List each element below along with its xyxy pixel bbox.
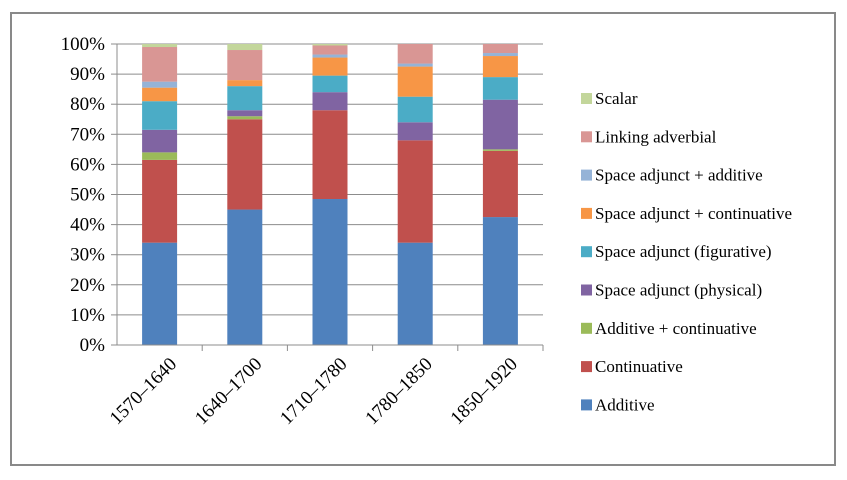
- x-tick-label: 1640–1700: [191, 354, 266, 429]
- bar-segment: [227, 50, 263, 81]
- bar-segment: [397, 66, 433, 97]
- bar-segment: [397, 63, 433, 67]
- bar-segment: [227, 110, 263, 117]
- legend-swatch: [581, 322, 592, 334]
- legend-label: Scalar: [595, 89, 638, 108]
- legend-swatch: [581, 131, 592, 143]
- x-tick-label: 1710–1780: [276, 354, 351, 429]
- x-tick-label: 1570–1640: [106, 354, 181, 429]
- bar-segment: [482, 149, 518, 151]
- bar-segment: [227, 116, 263, 120]
- bar-segment: [482, 217, 518, 345]
- bar-segment: [312, 92, 348, 111]
- bar-segment: [142, 47, 178, 82]
- bar-segment: [312, 57, 348, 76]
- bar-segment: [482, 53, 518, 57]
- legend-swatch: [581, 169, 592, 181]
- legend-swatch: [581, 361, 592, 373]
- y-tick-label: 40%: [70, 215, 105, 236]
- legend-label: Additive + continuative: [595, 319, 757, 338]
- y-tick-label: 80%: [70, 94, 105, 115]
- bar-segment: [312, 199, 348, 345]
- bar-segment: [397, 96, 433, 123]
- legend: Scalar Linking adverbial Space adjunct + a…: [581, 89, 792, 414]
- legend-label: Space adjunct + continuative: [595, 204, 792, 223]
- legend-label: Space adjunct (figurative): [595, 242, 772, 261]
- legend-swatch: [581, 246, 592, 258]
- bar-segment: [142, 152, 178, 160]
- legend-swatch: [581, 207, 592, 219]
- bar-segment: [142, 101, 178, 130]
- x-tick-labels: 1570–1640 1640–1700 1710–1780 1780–1850 1850…: [106, 354, 522, 429]
- y-tick-label: 100%: [61, 34, 106, 55]
- bar-segment: [227, 44, 263, 51]
- x-tick-label: 1780–1850: [361, 354, 436, 429]
- y-tick-label: 70%: [70, 124, 105, 145]
- axes: [111, 43, 544, 351]
- bar-segment: [227, 209, 263, 345]
- bar-segment: [142, 44, 178, 48]
- y-tick-label: 30%: [70, 245, 105, 266]
- y-tick-label: 60%: [70, 154, 105, 175]
- legend-label: Space adjunct + additive: [595, 166, 763, 185]
- bar-segment: [142, 87, 178, 102]
- bar-segment: [482, 44, 518, 54]
- y-tick-labels: 0% 10% 20% 30% 40% 50% 60% 70% 80% 90% 100%: [61, 34, 106, 356]
- bar-segment: [482, 77, 518, 100]
- bars: [142, 44, 518, 345]
- x-tick-label: 1850–1920: [447, 354, 522, 429]
- y-tick-label: 10%: [70, 305, 105, 326]
- bar-segment: [312, 44, 348, 46]
- legend-swatch: [581, 93, 592, 104]
- bar-segment: [142, 242, 178, 345]
- legend-label: Space adjunct (physical): [595, 281, 762, 300]
- bar-segment: [482, 99, 518, 150]
- bar-segment: [397, 44, 433, 64]
- bar-segment: [142, 81, 178, 88]
- bar-segment: [312, 54, 348, 58]
- legend-swatch: [581, 284, 592, 296]
- bar-segment: [397, 140, 433, 243]
- bar-segment: [227, 119, 263, 210]
- y-tick-label: 50%: [70, 185, 105, 206]
- bar-segment: [312, 75, 348, 93]
- bar-segment: [397, 242, 433, 345]
- bar-segment: [482, 150, 518, 218]
- legend-label: Linking adverbial: [595, 127, 717, 146]
- y-tick-label: 90%: [70, 64, 105, 85]
- bar-segment: [397, 122, 433, 141]
- bar-segment: [482, 56, 518, 78]
- bar-segment: [312, 45, 348, 55]
- bar-segment: [227, 80, 263, 87]
- bar-segment: [142, 129, 178, 153]
- y-tick-label: 20%: [70, 275, 105, 296]
- legend-swatch: [581, 399, 592, 411]
- bar-segment: [312, 110, 348, 200]
- legend-label: Additive: [595, 395, 655, 414]
- bar-segment: [227, 86, 263, 111]
- y-tick-label: 0%: [80, 335, 106, 356]
- bar-segment: [142, 159, 178, 243]
- legend-label: Continuative: [595, 357, 683, 376]
